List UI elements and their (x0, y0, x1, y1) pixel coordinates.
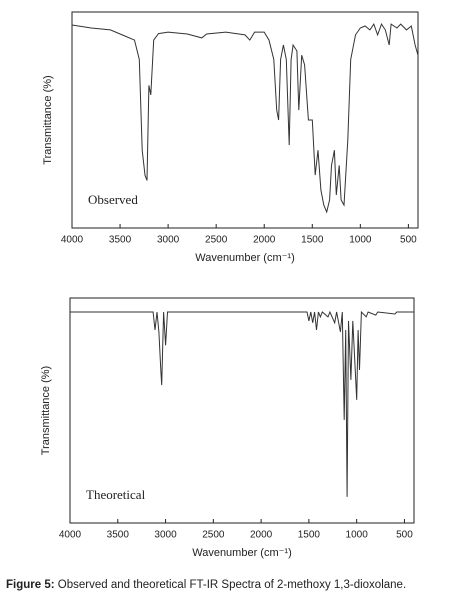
x-tick-label: 2000 (253, 235, 276, 246)
x-tick-label: 3000 (154, 530, 177, 541)
x-tick-label: 3000 (157, 235, 180, 246)
x-tick-label: 1500 (301, 235, 324, 246)
x-tick-label: 4000 (61, 235, 84, 246)
x-tick-label: 2000 (250, 530, 273, 541)
x-tick-label: 1000 (346, 530, 369, 541)
x-tick-label: 3500 (109, 235, 132, 246)
caption-label: Figure 5: (6, 579, 55, 591)
y-axis-label: Transmittance (%) (40, 366, 52, 455)
x-tick-label: 1000 (349, 235, 372, 246)
x-tick-label: 1500 (298, 530, 321, 541)
spectrum-line (70, 310, 414, 497)
x-axis-label: Wavenumber (cm⁻¹) (195, 252, 295, 264)
plot-frame (69, 297, 415, 524)
x-axis-label: Wavenumber (cm⁻¹) (192, 547, 292, 559)
plot-frame (71, 11, 419, 229)
annotation: Theoretical (86, 487, 146, 502)
x-tick-label: 2500 (202, 530, 225, 541)
spectrum-line (71, 22, 419, 214)
x-tick-label: 500 (400, 235, 417, 246)
x-tick-label: 2500 (205, 235, 228, 246)
annotation: Observed (88, 192, 138, 207)
x-tick-label: 4000 (59, 530, 82, 541)
caption-text: Observed and theoretical FT-IR Spectra o… (58, 579, 406, 591)
caption: Figure 5: Observed and theoretical FT-IR… (6, 579, 406, 591)
x-tick-label: 500 (396, 530, 413, 541)
x-tick-label: 3500 (107, 530, 130, 541)
y-axis-label: Transmittance (%) (42, 75, 54, 164)
